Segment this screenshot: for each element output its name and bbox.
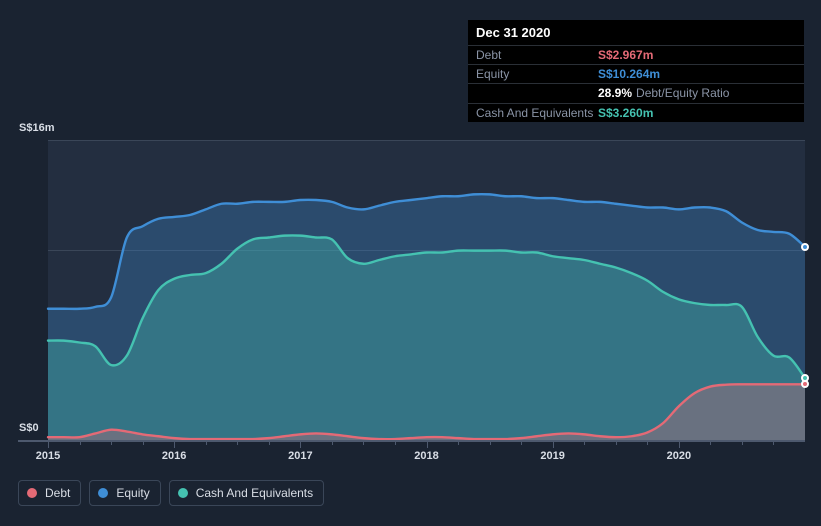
legend-swatch — [98, 488, 108, 498]
x-tick-minor — [584, 442, 585, 445]
legend-label: Cash And Equivalents — [196, 486, 313, 500]
tooltip-date: Dec 31 2020 — [468, 20, 804, 45]
chart-gutter — [17, 140, 48, 440]
chart-plot-area — [48, 140, 805, 440]
x-tick-major — [679, 442, 680, 448]
tooltip-value: 28.9%Debt/Equity Ratio — [598, 86, 729, 100]
tooltip-row: Cash And EquivalentsS$3.260m — [468, 103, 804, 122]
x-tick-minor — [616, 442, 617, 445]
x-tick-minor — [490, 442, 491, 445]
x-tick-major — [48, 442, 49, 448]
x-tick-minor — [143, 442, 144, 445]
legend-label: Equity — [116, 486, 149, 500]
x-tick-minor — [742, 442, 743, 445]
x-tick-minor — [269, 442, 270, 445]
x-tick-minor — [363, 442, 364, 445]
x-axis-label: 2015 — [36, 450, 60, 462]
x-tick-major — [553, 442, 554, 448]
tooltip-value: S$10.264m — [598, 67, 660, 81]
x-tick-minor — [710, 442, 711, 445]
x-axis-label: 2020 — [667, 450, 691, 462]
tooltip-value: S$2.967m — [598, 48, 653, 62]
x-tick-minor — [80, 442, 81, 445]
tooltip-key: Cash And Equivalents — [476, 106, 598, 120]
x-tick-minor — [647, 442, 648, 445]
legend-item-equity[interactable]: Equity — [89, 480, 160, 506]
x-axis-label: 2018 — [414, 450, 438, 462]
x-tick-minor — [521, 442, 522, 445]
x-tick-minor — [111, 442, 112, 445]
x-tick-major — [174, 442, 175, 448]
chart-tooltip: Dec 31 2020 DebtS$2.967mEquityS$10.264m2… — [468, 20, 804, 122]
tooltip-key: Debt — [476, 48, 598, 62]
x-tick-minor — [773, 442, 774, 445]
x-axis: 201520162017201820192020 — [18, 440, 805, 442]
debt-end-marker — [801, 380, 809, 388]
tooltip-row: DebtS$2.967m — [468, 45, 804, 64]
legend-swatch — [178, 488, 188, 498]
x-tick-major — [427, 442, 428, 448]
x-tick-minor — [395, 442, 396, 445]
tooltip-row: EquityS$10.264m — [468, 64, 804, 83]
tooltip-key: Equity — [476, 67, 598, 81]
x-axis-label: 2017 — [288, 450, 312, 462]
x-tick-minor — [206, 442, 207, 445]
x-axis-label: 2016 — [162, 450, 186, 462]
legend-item-cash[interactable]: Cash And Equivalents — [169, 480, 324, 506]
y-axis-label-max: S$16m — [19, 122, 54, 134]
legend-swatch — [27, 488, 37, 498]
x-tick-minor — [237, 442, 238, 445]
x-tick-minor — [458, 442, 459, 445]
tooltip-row: 28.9%Debt/Equity Ratio — [468, 83, 804, 102]
legend-item-debt[interactable]: Debt — [18, 480, 81, 506]
x-tick-major — [300, 442, 301, 448]
equity-end-marker — [801, 243, 809, 251]
legend-label: Debt — [45, 486, 70, 500]
x-tick-minor — [332, 442, 333, 445]
tooltip-value: S$3.260m — [598, 106, 653, 120]
x-axis-label: 2019 — [540, 450, 564, 462]
chart-svg — [48, 140, 805, 440]
tooltip-unit: Debt/Equity Ratio — [636, 86, 729, 100]
chart-legend: Debt Equity Cash And Equivalents — [18, 480, 324, 506]
